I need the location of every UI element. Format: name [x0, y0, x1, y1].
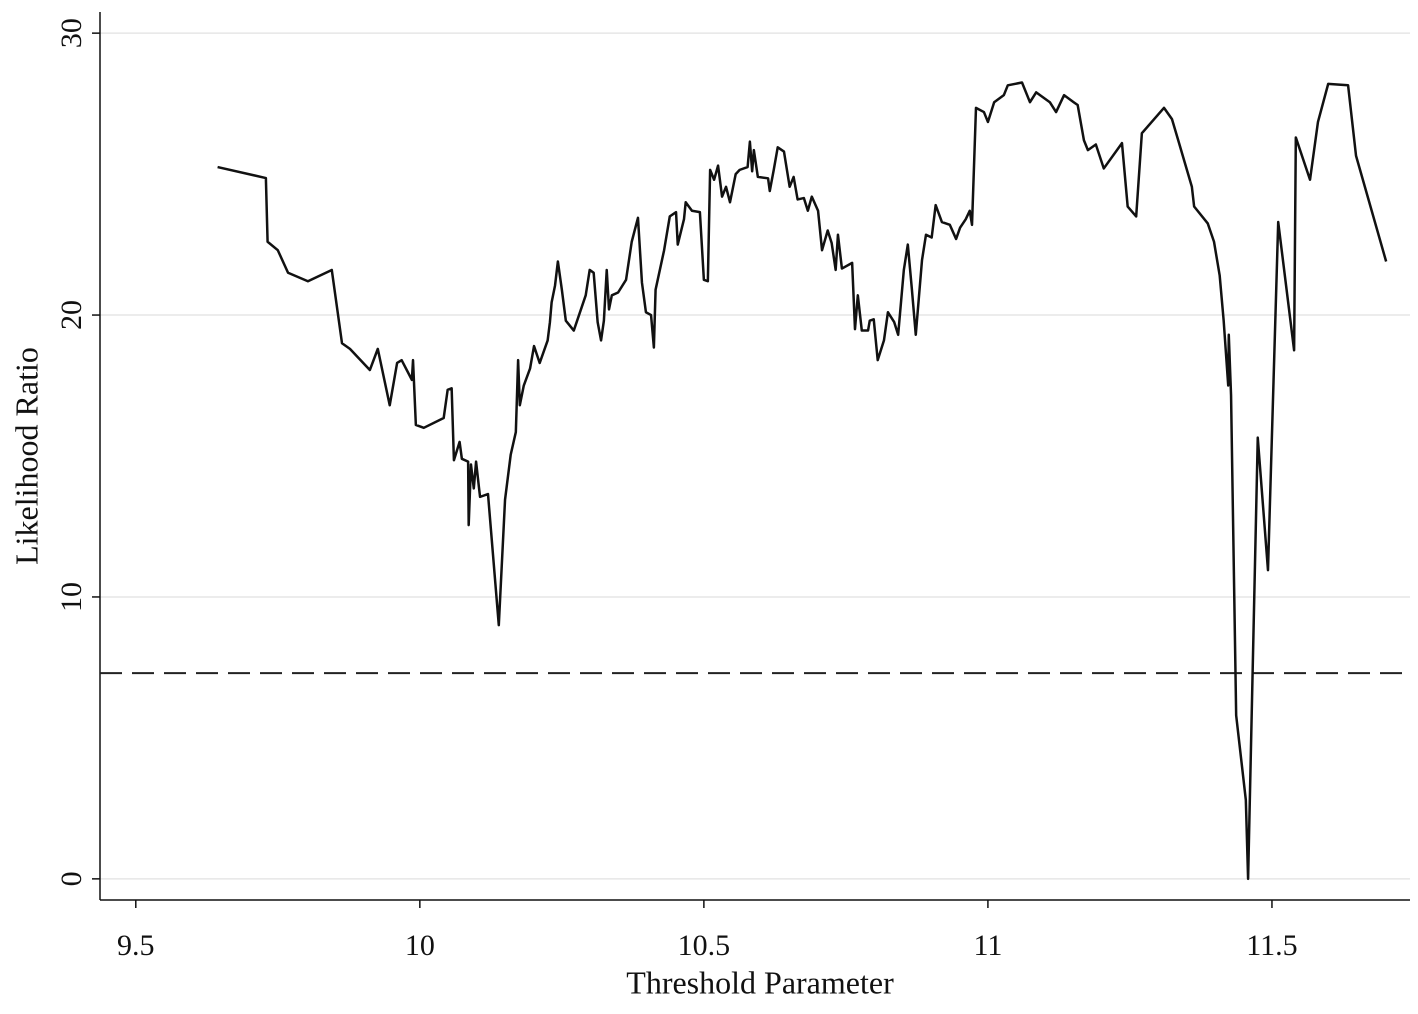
x-tick-label: 10.5	[678, 929, 731, 962]
x-tick-label: 9.5	[117, 929, 155, 962]
x-tick-label: 11	[973, 929, 1002, 962]
y-tick-label: 20	[55, 300, 88, 330]
data-line	[217, 81, 1388, 881]
y-axis-label: Likelihood Ratio	[8, 347, 44, 565]
y-tick-label: 10	[55, 582, 88, 612]
x-axis-label: Threshold Parameter	[626, 964, 894, 1000]
x-tick-label: 10	[405, 929, 435, 962]
y-tick-label: 30	[55, 18, 88, 48]
y-tick-label: 0	[55, 871, 88, 886]
x-tick-label: 11.5	[1246, 929, 1297, 962]
